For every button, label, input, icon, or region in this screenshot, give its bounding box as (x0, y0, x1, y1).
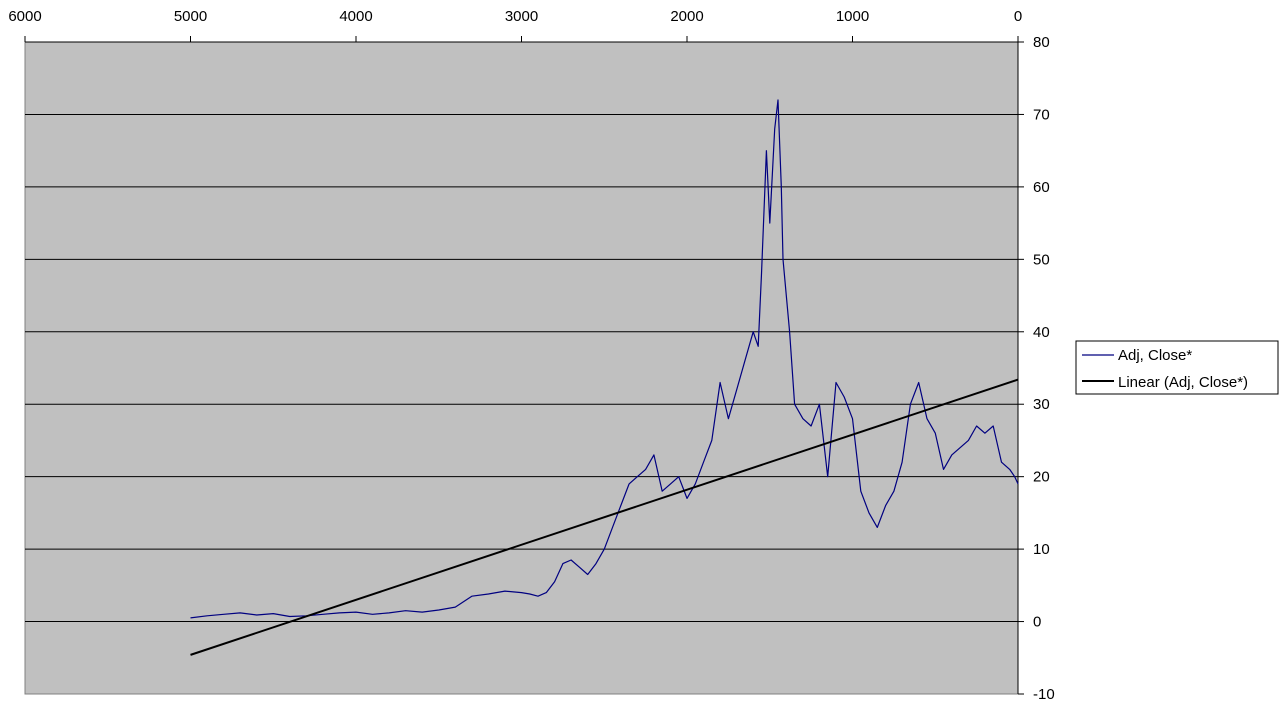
legend-label-linear: Linear (Adj, Close*) (1118, 374, 1248, 391)
y-tick-label: 0 (1033, 614, 1041, 631)
x-axis: 6000 5000 4000 3000 2000 1000 0 (8, 8, 1022, 43)
x-tick-label: 5000 (174, 8, 207, 25)
x-tick-label: 6000 (8, 8, 41, 25)
x-tick-label: 2000 (670, 8, 703, 25)
gridlines (25, 113, 1018, 623)
y-tick-label: -10 (1033, 686, 1055, 703)
y-tick-label: 20 (1033, 469, 1050, 486)
y-tick-label: 40 (1033, 324, 1050, 341)
y-tick-label: 50 (1033, 251, 1050, 268)
plot-area (24, 41, 1019, 695)
x-tick-label: 3000 (505, 8, 538, 25)
y-axis: 80 70 60 50 40 30 20 10 0 -10 (1017, 34, 1055, 703)
y-tick-label: 60 (1033, 179, 1050, 196)
legend: Adj, Close* Linear (Adj, Close*) (1075, 340, 1279, 395)
series-adj-close-line (190, 99, 1019, 619)
y-tick-label: 10 (1033, 541, 1050, 558)
series-linear-trendline (190, 378, 1019, 656)
x-tick-label: 1000 (836, 8, 869, 25)
x-tick-label: 0 (1014, 8, 1022, 25)
y-tick-label: 30 (1033, 396, 1050, 413)
series-layer (190, 99, 1019, 656)
legend-box (1075, 340, 1279, 395)
y-tick-label: 80 (1033, 34, 1050, 51)
y-tick-label: 70 (1033, 106, 1050, 123)
x-tick-label: 4000 (339, 8, 372, 25)
legend-label-adj-close: Adj, Close* (1118, 347, 1192, 364)
